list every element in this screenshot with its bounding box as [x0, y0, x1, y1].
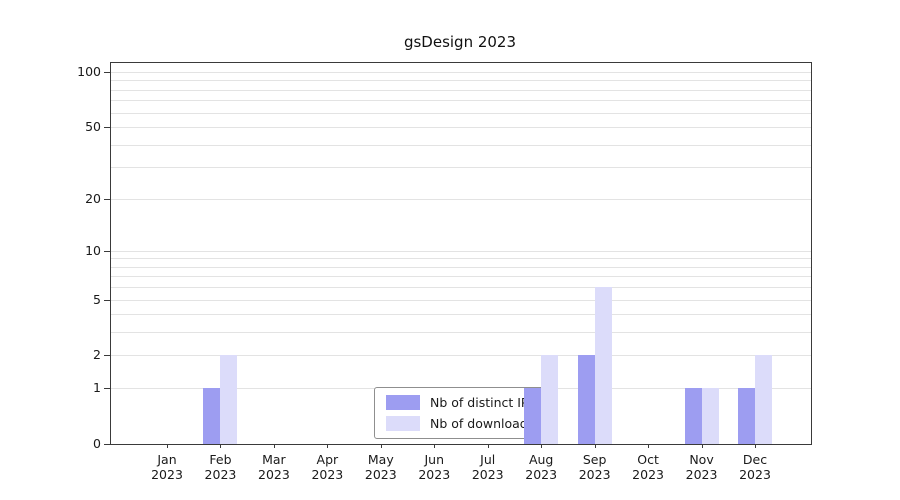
- y-tick-label: 5: [93, 291, 101, 307]
- x-tick-mark: [701, 444, 703, 448]
- y-tick-label: 1: [93, 380, 101, 396]
- y-tick-label: 100: [77, 64, 101, 80]
- x-tick-mark: [594, 444, 596, 448]
- legend-swatch-distinct-ips: [386, 395, 420, 410]
- x-tick-label: Oct 2023: [632, 452, 664, 482]
- x-tick-mark: [541, 444, 543, 448]
- x-tick-label: Sep 2023: [578, 452, 611, 482]
- plot-area: Nb of distinct IPs Nb of downloads 0 1 2 5 1…: [77, 62, 812, 482]
- bar-downloads-dec: [755, 355, 772, 444]
- y-tick-label: 50: [85, 119, 101, 135]
- bar-distinct-ips-aug: [524, 388, 542, 444]
- y-tick-label: 20: [85, 190, 101, 206]
- gridline: [111, 299, 811, 301]
- gridline: [111, 258, 811, 260]
- x-tick-label: Jan 2023: [151, 452, 183, 482]
- x-tick-label: Feb 2023: [204, 452, 237, 482]
- y-tick-mark: [104, 355, 111, 357]
- gridline: [111, 167, 811, 169]
- x-tick-label: Nov 2023: [685, 452, 718, 482]
- gridline: [111, 198, 811, 200]
- x-tick-mark: [273, 444, 275, 448]
- chart-title: gsDesign 2023: [403, 33, 517, 51]
- y-tick-mark: [104, 127, 111, 129]
- x-tick-label: Jul 2023: [471, 452, 504, 482]
- y-tick-mark: [104, 198, 111, 200]
- x-tick-label: Dec 2023: [739, 452, 771, 482]
- legend-label-distinct-ips: Nb of distinct IPs: [430, 395, 535, 410]
- y-tick-mark: [104, 444, 111, 445]
- bar-downloads-feb: [220, 355, 238, 444]
- gridline: [111, 100, 811, 102]
- bar-distinct-ips-nov: [684, 388, 702, 444]
- legend-swatch-downloads: [386, 416, 420, 431]
- y-tick-mark: [104, 250, 111, 252]
- gridline: [111, 287, 811, 289]
- y-tick-mark: [104, 299, 111, 301]
- x-tick-mark: [755, 444, 756, 448]
- gridline: [111, 314, 811, 316]
- gridline: [111, 355, 811, 357]
- gridline: [111, 72, 811, 74]
- bar-downloads-sep: [594, 287, 612, 444]
- gridline: [111, 89, 811, 91]
- x-tick-label: May 2023: [364, 452, 397, 482]
- gridline: [111, 276, 811, 278]
- y-tick-label: 2: [93, 347, 101, 363]
- bar-distinct-ips-dec: [738, 388, 755, 444]
- x-tick-label: Apr 2023: [311, 452, 344, 482]
- x-tick-mark: [327, 444, 329, 448]
- x-tick-mark: [487, 444, 489, 448]
- y-tick-mark: [104, 388, 111, 390]
- gridline: [111, 80, 811, 82]
- y-tick-label: 10: [85, 242, 101, 258]
- bar-distinct-ips-sep: [577, 355, 595, 444]
- x-tick-mark: [434, 444, 436, 448]
- gridline: [111, 144, 811, 146]
- gridline: [111, 127, 811, 129]
- x-tick-mark: [167, 444, 168, 448]
- y-tick-mark: [104, 72, 111, 74]
- gridline: [111, 112, 811, 114]
- x-tick-label: Mar 2023: [258, 452, 290, 482]
- x-tick-mark: [380, 444, 382, 448]
- gridline: [111, 266, 811, 268]
- y-tick-label: 0: [93, 436, 101, 451]
- legend-label-downloads: Nb of downloads: [430, 416, 535, 431]
- x-tick-label: Aug 2023: [525, 452, 558, 482]
- bar-downloads-aug: [541, 355, 559, 444]
- x-tick-mark: [220, 444, 222, 448]
- x-tick-mark: [648, 444, 650, 448]
- gridline: [111, 250, 811, 252]
- gridline: [111, 332, 811, 334]
- legend-item-downloads: Nb of downloads: [386, 416, 535, 431]
- x-tick-label: Jun 2023: [418, 452, 451, 482]
- legend: Nb of distinct IPs Nb of downloads: [374, 387, 547, 439]
- bar-downloads-nov: [701, 388, 719, 444]
- legend-item-distinct-ips: Nb of distinct IPs: [386, 395, 535, 410]
- bar-distinct-ips-feb: [203, 388, 221, 444]
